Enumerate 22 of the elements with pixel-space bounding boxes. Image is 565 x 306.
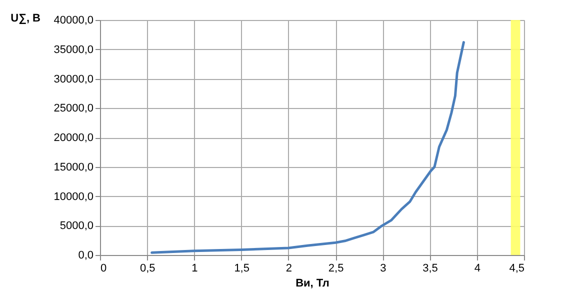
x-tick-label: 2	[286, 262, 292, 274]
y-axis-title: U∑, В	[10, 12, 41, 24]
y-tick-label: 25000,0	[54, 102, 94, 115]
x-tick-label: 3,5	[422, 262, 438, 274]
y-tick-label: 30000,0	[54, 73, 94, 86]
x-tick-label: 0,5	[140, 262, 156, 274]
y-tick-label: 40000,0	[54, 14, 94, 26]
x-tick-label: 2,5	[328, 262, 344, 274]
y-tick-label: 15000,0	[54, 161, 94, 174]
y-tick-label: 5000,0	[60, 220, 94, 232]
x-tick-label: 4	[474, 262, 480, 274]
y-tick-label: 35000,0	[54, 44, 94, 56]
x-tick-label: 3	[380, 262, 386, 274]
x-tick-label: 1,5	[234, 262, 250, 274]
y-tick-label: 20000,0	[54, 132, 94, 144]
x-tick-label: 4,5	[509, 262, 524, 274]
y-tick-label: 10000,0	[54, 190, 94, 203]
x-tick-label: 0	[100, 262, 107, 274]
y-tick-label: 0,0	[78, 250, 94, 262]
x-axis-title: Ви, Тл	[296, 278, 330, 290]
line-series	[150, 41, 465, 254]
x-tick-label: 1	[192, 262, 198, 274]
